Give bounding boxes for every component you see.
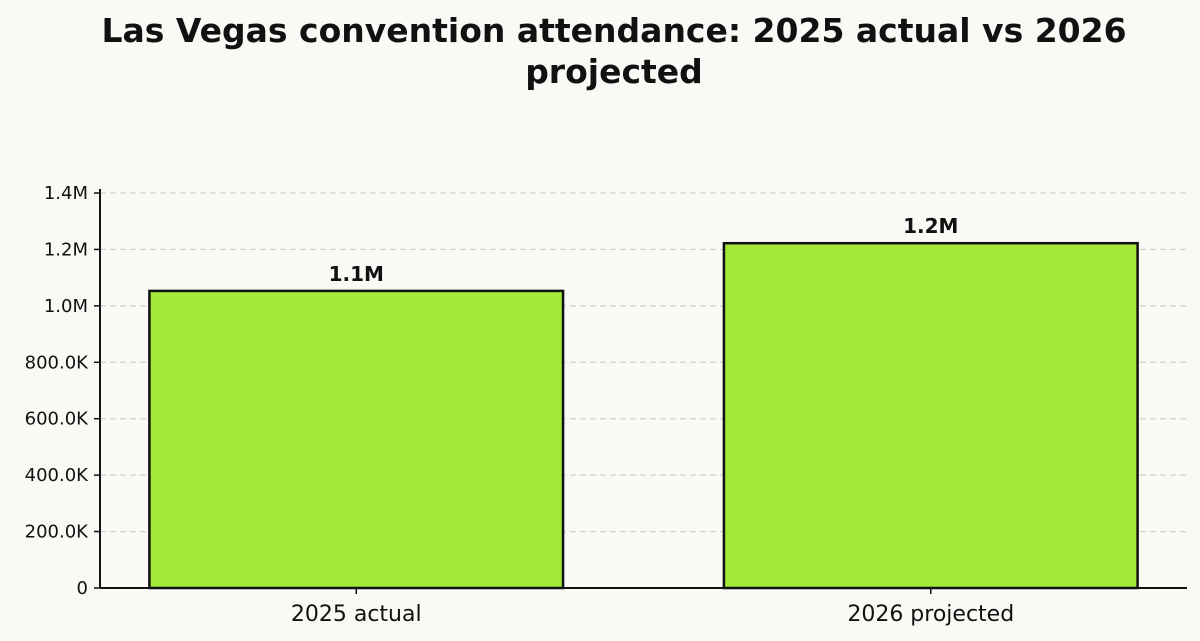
data-label: 1.1M (329, 262, 384, 286)
bar (722, 241, 1139, 590)
chart-title-line-2: projected (525, 52, 703, 91)
chart-title-line-1: Las Vegas convention attendance: 2025 ac… (101, 11, 1126, 50)
data-label: 1.2M (903, 214, 958, 238)
bar (148, 289, 565, 590)
y-tick-label: 400.0K (25, 465, 90, 486)
y-tick-label: 200.0K (25, 522, 90, 543)
y-tick-label: 1.4M (44, 183, 88, 204)
y-tick-label: 800.0K (25, 352, 90, 373)
y-tick-label: 600.0K (25, 409, 90, 430)
y-tick-label: 0 (77, 578, 88, 599)
axes: 0 200.0K 400.0K 600.0K 800.0K 1.0M 1.2M 1.4M 202… (25, 183, 1187, 627)
y-tick-label: 1.2M (44, 239, 88, 260)
y-tick-label: 1.0M (44, 296, 88, 317)
x-tick-label: 2025 actual (291, 602, 422, 627)
x-tick-label: 2026 projected (847, 602, 1014, 627)
